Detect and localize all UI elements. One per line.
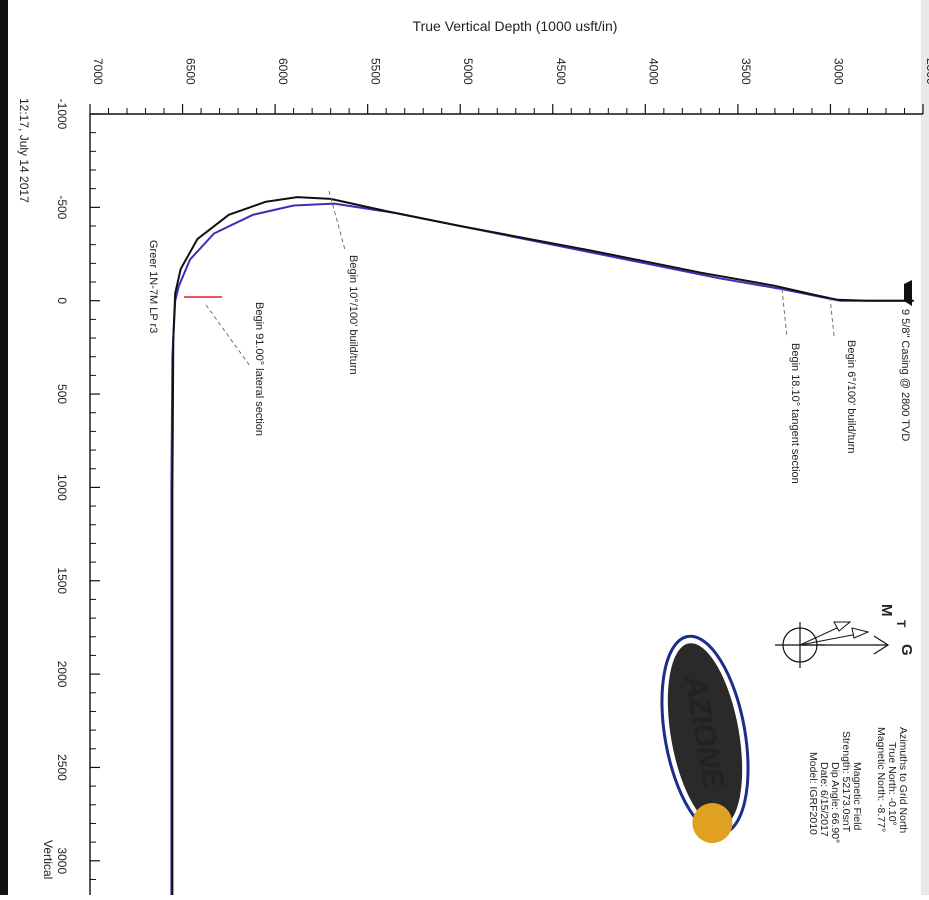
vs-ticks: -1000 -500 0 500 1000 1500 2000 2500 3000 bbox=[55, 99, 100, 880]
leader-begin-lateral bbox=[205, 304, 251, 367]
azimuth-info: Azimuths to Grid North True North: -0.10… bbox=[875, 727, 909, 833]
tvd-tick-label: 2500 bbox=[924, 58, 929, 85]
annotation-begin-6-build: Begin 6°/100' build/turn bbox=[845, 340, 857, 454]
tvd-tick-label: 5500 bbox=[369, 58, 383, 85]
azimuth-info-line-1: Azimuths to Grid North bbox=[897, 727, 909, 833]
tvd-tick-label: 3500 bbox=[739, 58, 753, 85]
north-arrow-magnetic-head bbox=[833, 621, 852, 632]
annotation-begin-10-build: Begin 10°/100' build/turn bbox=[347, 255, 359, 375]
leader-begin-10-build bbox=[328, 190, 346, 251]
north-arrow: M T G bbox=[775, 604, 915, 668]
logo-drill-bit bbox=[692, 803, 733, 844]
azimuth-info-line-3: Magnetic North: -8.77° bbox=[875, 727, 887, 832]
annotation-casing: 9 5/8" Casing @ 2800 TVD bbox=[899, 309, 911, 441]
north-arrow-grid-head bbox=[873, 635, 890, 655]
tvd-tick-label: 6000 bbox=[276, 58, 290, 85]
series-layer bbox=[170, 196, 914, 899]
casing-shoe-marker bbox=[904, 280, 912, 306]
vs-tick-label: 1500 bbox=[55, 567, 69, 594]
magnetic-field-line-4: Date: 6/15/2017 bbox=[818, 762, 830, 837]
magnetic-field-line-3: Dip Angle: 66.90° bbox=[829, 762, 841, 843]
tvd-tick-label: 4000 bbox=[646, 58, 660, 85]
tvd-ticks: 7000 6500 6000 5500 5000 4500 4000 3500 3000 2500 bbox=[89, 58, 929, 114]
vs-tick-label: 3000 bbox=[55, 847, 69, 874]
magnetic-field-line-1: Magnetic Field bbox=[851, 762, 863, 830]
vs-tick-label: 0 bbox=[55, 297, 69, 304]
leader-begin-tangent bbox=[781, 288, 788, 339]
logo-fill bbox=[667, 643, 743, 827]
vs-tick-label: 1000 bbox=[55, 474, 69, 501]
magnetic-field-line-2: Strength: 52173.0snT bbox=[840, 731, 852, 833]
north-arrow-label-t: T bbox=[894, 620, 908, 628]
vs-tick-label: 2500 bbox=[55, 754, 69, 781]
magnetic-field-info: Magnetic Field Strength: 52173.0snT Dip … bbox=[807, 731, 863, 843]
company-logo: AZIONE bbox=[660, 634, 750, 844]
annotation-leaders bbox=[205, 190, 835, 367]
wellpath-series-2 bbox=[171, 196, 914, 899]
north-arrow-label-m: M bbox=[878, 604, 895, 617]
vs-tick-label: -1000 bbox=[55, 99, 69, 130]
vs-tick-label: -500 bbox=[55, 195, 69, 219]
annotation-begin-lateral: Begin 91.00° lateral section bbox=[253, 302, 265, 436]
annotation-target-name: Greer 1N-7M LP r3 bbox=[147, 240, 159, 333]
tvd-tick-label: 4500 bbox=[554, 58, 568, 85]
scan-edge-left bbox=[0, 0, 8, 895]
azimuth-info-line-2: True North: -0.10° bbox=[886, 742, 898, 826]
timestamp: 12:17, July 14 2017 bbox=[17, 98, 31, 203]
scan-edge-right bbox=[921, 0, 929, 895]
vs-tick-label: 500 bbox=[55, 384, 69, 404]
vs-tick-label: 2000 bbox=[55, 661, 69, 688]
annotation-begin-tangent: Begin 18.10° tangent section bbox=[789, 343, 801, 484]
tvd-tick-label: 7000 bbox=[91, 58, 105, 85]
tvd-tick-label: 6500 bbox=[184, 58, 198, 85]
magnetic-field-line-5: Model: IGRF2010 bbox=[807, 752, 819, 835]
tvd-tick-label: 5000 bbox=[461, 58, 475, 85]
north-arrow-label-g: G bbox=[898, 644, 915, 656]
tvd-tick-label: 3000 bbox=[831, 58, 845, 85]
top-axis-title: True Vertical Depth (1000 usft/in) bbox=[413, 18, 618, 34]
left-axis-title: Vertical bbox=[41, 840, 55, 879]
north-arrow-true-head bbox=[851, 627, 870, 639]
